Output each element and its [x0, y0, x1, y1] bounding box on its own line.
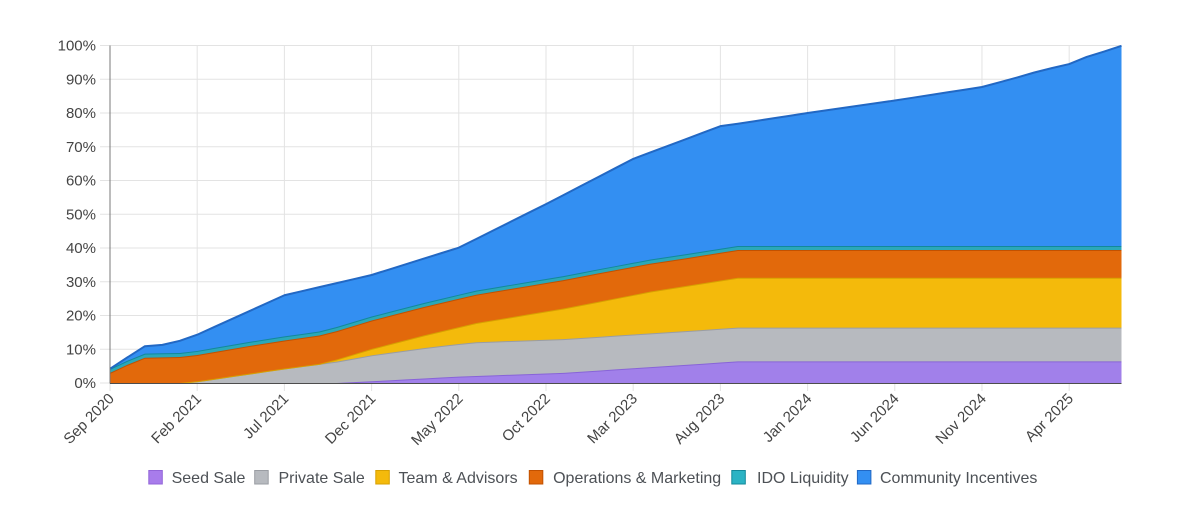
svg-text:60%: 60%	[66, 173, 96, 190]
svg-text:30%: 30%	[66, 274, 96, 291]
svg-text:50%: 50%	[66, 206, 96, 223]
svg-text:Private Sale: Private Sale	[279, 470, 365, 487]
svg-text:80%: 80%	[66, 105, 96, 122]
svg-text:40%: 40%	[66, 240, 96, 257]
svg-text:20%: 20%	[66, 308, 96, 325]
svg-text:90%: 90%	[66, 71, 96, 88]
svg-text:10%: 10%	[66, 341, 96, 358]
svg-text:Operations & Marketing: Operations & Marketing	[553, 470, 721, 487]
svg-text:0%: 0%	[74, 375, 96, 392]
svg-text:Team & Advisors: Team & Advisors	[399, 470, 518, 487]
svg-text:IDO Liquidity: IDO Liquidity	[757, 470, 849, 487]
svg-text:100%: 100%	[58, 38, 96, 55]
svg-text:70%: 70%	[66, 139, 96, 156]
svg-text:Community Incentives: Community Incentives	[880, 470, 1037, 487]
svg-text:Seed Sale: Seed Sale	[172, 470, 246, 487]
